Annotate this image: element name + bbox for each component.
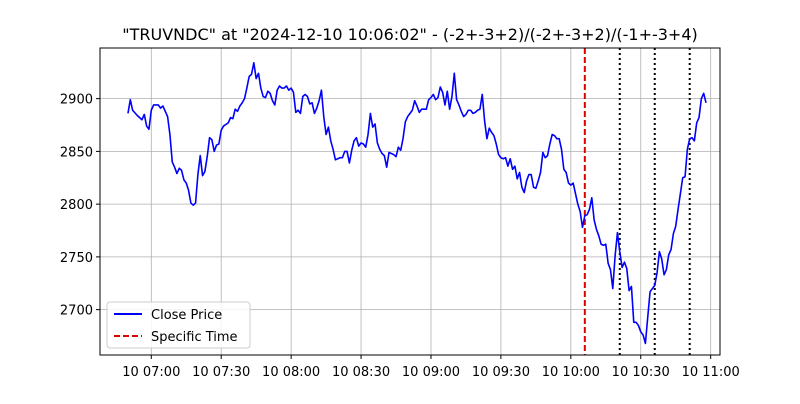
x-tick-label: 10 07:30 — [192, 365, 250, 380]
y-axis: 2700 2750 2800 2850 2900 — [60, 93, 100, 319]
legend-box — [106, 301, 251, 349]
legend-label-specific-time: Specific Time — [151, 330, 238, 345]
x-tick-label: 10 10:00 — [542, 365, 600, 380]
y-tick-label: 2850 — [60, 145, 93, 160]
chart-title: "TRUVNDC" at "2024-12-10 10:06:02" - (-2… — [122, 25, 698, 44]
plot-frame — [99, 47, 721, 356]
series-line-close-price — [127, 61, 707, 345]
x-tick-label: 10 09:00 — [402, 365, 460, 380]
x-tick-label: 10 09:30 — [472, 365, 530, 380]
y-tick-label: 2800 — [60, 198, 93, 213]
legend-label-close-price: Close Price — [151, 308, 222, 323]
y-tick-label: 2700 — [60, 304, 93, 319]
series-layer — [127, 61, 707, 345]
grid-layer — [100, 48, 720, 355]
x-tick-label: 10 08:00 — [262, 365, 320, 380]
x-tick-label: 10 07:00 — [122, 365, 180, 380]
y-tick-label: 2900 — [60, 93, 93, 108]
x-tick-label: 10 11:00 — [682, 365, 740, 380]
x-axis: 10 07:00 10 07:30 10 08:00 10 08:30 10 09:00… — [122, 355, 740, 380]
y-tick-label: 2750 — [60, 251, 93, 266]
marker-lines-layer — [583, 48, 691, 355]
x-tick-label: 10 10:30 — [612, 365, 670, 380]
legend: Close Price Specific Time — [106, 301, 251, 349]
x-tick-label: 10 08:30 — [332, 365, 390, 380]
